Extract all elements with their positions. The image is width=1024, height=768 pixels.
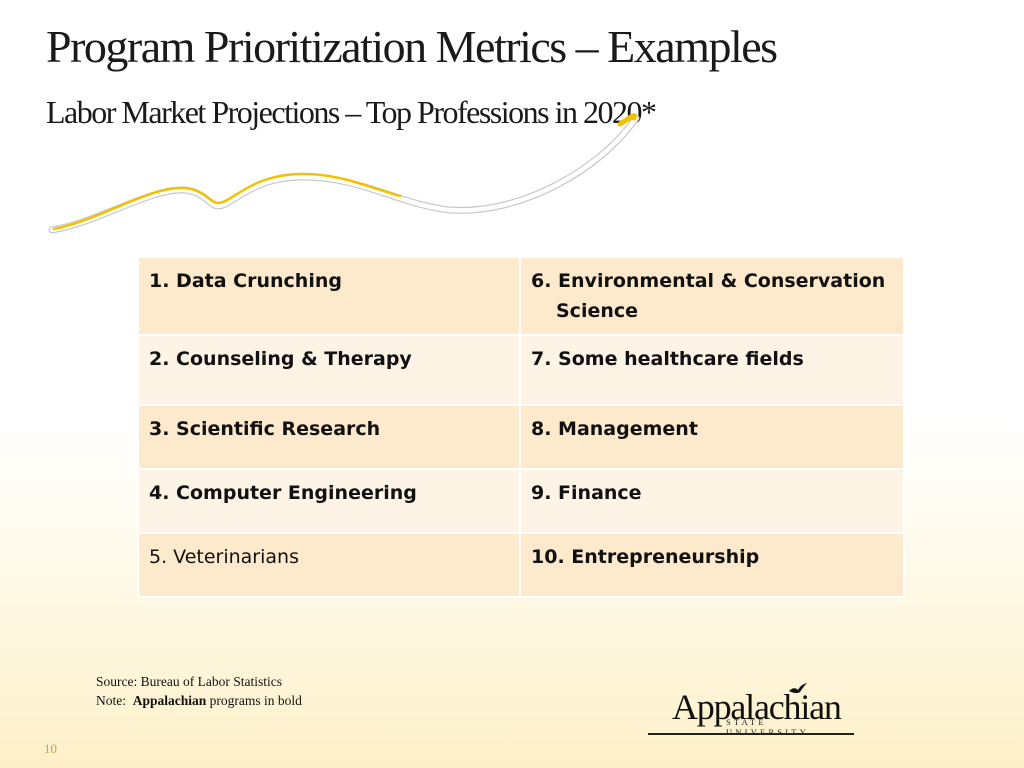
table-row: 1. Data Crunching 6. Environmental & Con…: [137, 256, 905, 336]
note-bold-word: Appalachian: [132, 693, 207, 708]
professions-table: 1. Data Crunching 6. Environmental & Con…: [137, 256, 905, 598]
profession-cell: 9. Finance: [519, 468, 905, 534]
profession-cell: 4. Computer Engineering: [137, 468, 521, 534]
decorative-swoosh: [48, 113, 640, 234]
profession-cell: 3. Scientific Research: [137, 404, 521, 470]
profession-text: 6. Environmental & Conservation Science: [531, 270, 886, 322]
profession-cell: 5. Veterinarians: [137, 532, 521, 598]
profession-cell: 6. Environmental & Conservation Science: [519, 256, 905, 336]
slide-title: Program Prioritization Metrics – Example…: [46, 21, 778, 72]
profession-cell: 8. Management: [519, 404, 905, 470]
bird-icon: [789, 683, 807, 694]
logo-wordmark: Appalachian: [672, 687, 842, 727]
note-prefix: Note:: [96, 693, 133, 708]
table-row: 2. Counseling & Therapy 7. Some healthca…: [137, 334, 905, 406]
profession-cell: 2. Counseling & Therapy: [137, 334, 521, 406]
profession-cell: 1. Data Crunching: [137, 256, 521, 336]
table-row: 4. Computer Engineering 9. Finance: [137, 468, 905, 534]
slide-subtitle: Labor Market Projections – Top Professio…: [46, 94, 657, 130]
note-suffix: programs in bold: [206, 693, 302, 708]
source-note: Source: Bureau of Labor Statistics Note:…: [96, 672, 302, 710]
logo-tagline: STATE UNIVERSITY: [726, 717, 809, 737]
logo-divider: [648, 733, 854, 735]
page-number: 10: [44, 741, 57, 756]
profession-cell: 10. Entrepreneurship: [519, 532, 905, 598]
table-row: 5. Veterinarians 10. Entrepreneurship: [137, 532, 905, 598]
university-logo: Appalachian STATE UNIVERSITY: [648, 680, 854, 737]
source-line: Source: Bureau of Labor Statistics: [96, 674, 282, 689]
profession-cell: 7. Some healthcare fields: [519, 334, 905, 406]
note-line: Note: Appalachian programs in bold: [96, 691, 302, 710]
table-row: 3. Scientific Research 8. Management: [137, 404, 905, 470]
